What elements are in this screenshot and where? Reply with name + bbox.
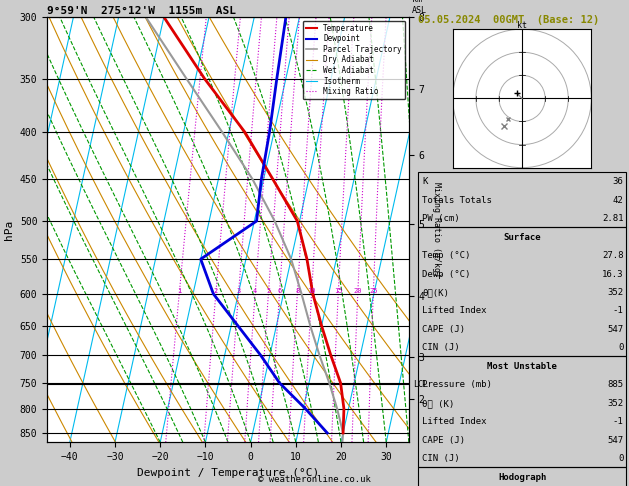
Text: CIN (J): CIN (J) xyxy=(422,344,460,352)
Text: 05.05.2024  00GMT  (Base: 12): 05.05.2024 00GMT (Base: 12) xyxy=(418,15,599,25)
Text: Pressure (mb): Pressure (mb) xyxy=(422,381,492,389)
Text: LCL: LCL xyxy=(413,380,428,389)
Text: 15: 15 xyxy=(334,288,343,294)
Text: 8: 8 xyxy=(295,288,299,294)
Text: 6: 6 xyxy=(277,288,282,294)
Text: km
ASL: km ASL xyxy=(412,0,427,15)
Text: Hodograph: Hodograph xyxy=(498,473,546,482)
Text: 1: 1 xyxy=(177,288,181,294)
Text: 2: 2 xyxy=(214,288,218,294)
Text: Most Unstable: Most Unstable xyxy=(487,362,557,371)
Text: K: K xyxy=(422,177,428,186)
Text: 27.8: 27.8 xyxy=(602,251,623,260)
Text: Surface: Surface xyxy=(503,233,541,242)
Text: CAPE (J): CAPE (J) xyxy=(422,436,465,445)
Text: Lifted Index: Lifted Index xyxy=(422,307,487,315)
Text: 10: 10 xyxy=(308,288,316,294)
Text: 9°59'N  275°12'W  1155m  ASL: 9°59'N 275°12'W 1155m ASL xyxy=(47,6,236,16)
Text: Lifted Index: Lifted Index xyxy=(422,417,487,426)
Text: Temp (°C): Temp (°C) xyxy=(422,251,470,260)
Text: 352: 352 xyxy=(607,288,623,297)
Y-axis label: Mixing Ratio (g/kg): Mixing Ratio (g/kg) xyxy=(432,182,441,277)
Text: 3: 3 xyxy=(237,288,241,294)
Text: 4: 4 xyxy=(253,288,257,294)
Text: 36: 36 xyxy=(613,177,623,186)
Text: Dewp (°C): Dewp (°C) xyxy=(422,270,470,278)
Text: -1: -1 xyxy=(613,307,623,315)
Y-axis label: hPa: hPa xyxy=(4,220,14,240)
Text: 547: 547 xyxy=(607,325,623,334)
Text: θᴄ (K): θᴄ (K) xyxy=(422,399,454,408)
Text: 0: 0 xyxy=(618,454,623,463)
Text: PW (cm): PW (cm) xyxy=(422,214,460,223)
X-axis label: kt: kt xyxy=(517,21,527,30)
Text: 25: 25 xyxy=(369,288,377,294)
Text: 547: 547 xyxy=(607,436,623,445)
Text: 885: 885 xyxy=(607,381,623,389)
Text: 0: 0 xyxy=(618,344,623,352)
Text: CAPE (J): CAPE (J) xyxy=(422,325,465,334)
Text: 2.81: 2.81 xyxy=(602,214,623,223)
Text: CIN (J): CIN (J) xyxy=(422,454,460,463)
Text: θᴄ(K): θᴄ(K) xyxy=(422,288,449,297)
Text: 20: 20 xyxy=(353,288,362,294)
Text: © weatheronline.co.uk: © weatheronline.co.uk xyxy=(258,474,371,484)
Text: Totals Totals: Totals Totals xyxy=(422,196,492,205)
Text: 16.3: 16.3 xyxy=(602,270,623,278)
Text: 5: 5 xyxy=(266,288,270,294)
X-axis label: Dewpoint / Temperature (°C): Dewpoint / Temperature (°C) xyxy=(137,468,319,478)
Text: 42: 42 xyxy=(613,196,623,205)
Legend: Temperature, Dewpoint, Parcel Trajectory, Dry Adiabat, Wet Adiabat, Isotherm, Mi: Temperature, Dewpoint, Parcel Trajectory… xyxy=(303,21,405,99)
Text: 352: 352 xyxy=(607,399,623,408)
Text: -1: -1 xyxy=(613,417,623,426)
